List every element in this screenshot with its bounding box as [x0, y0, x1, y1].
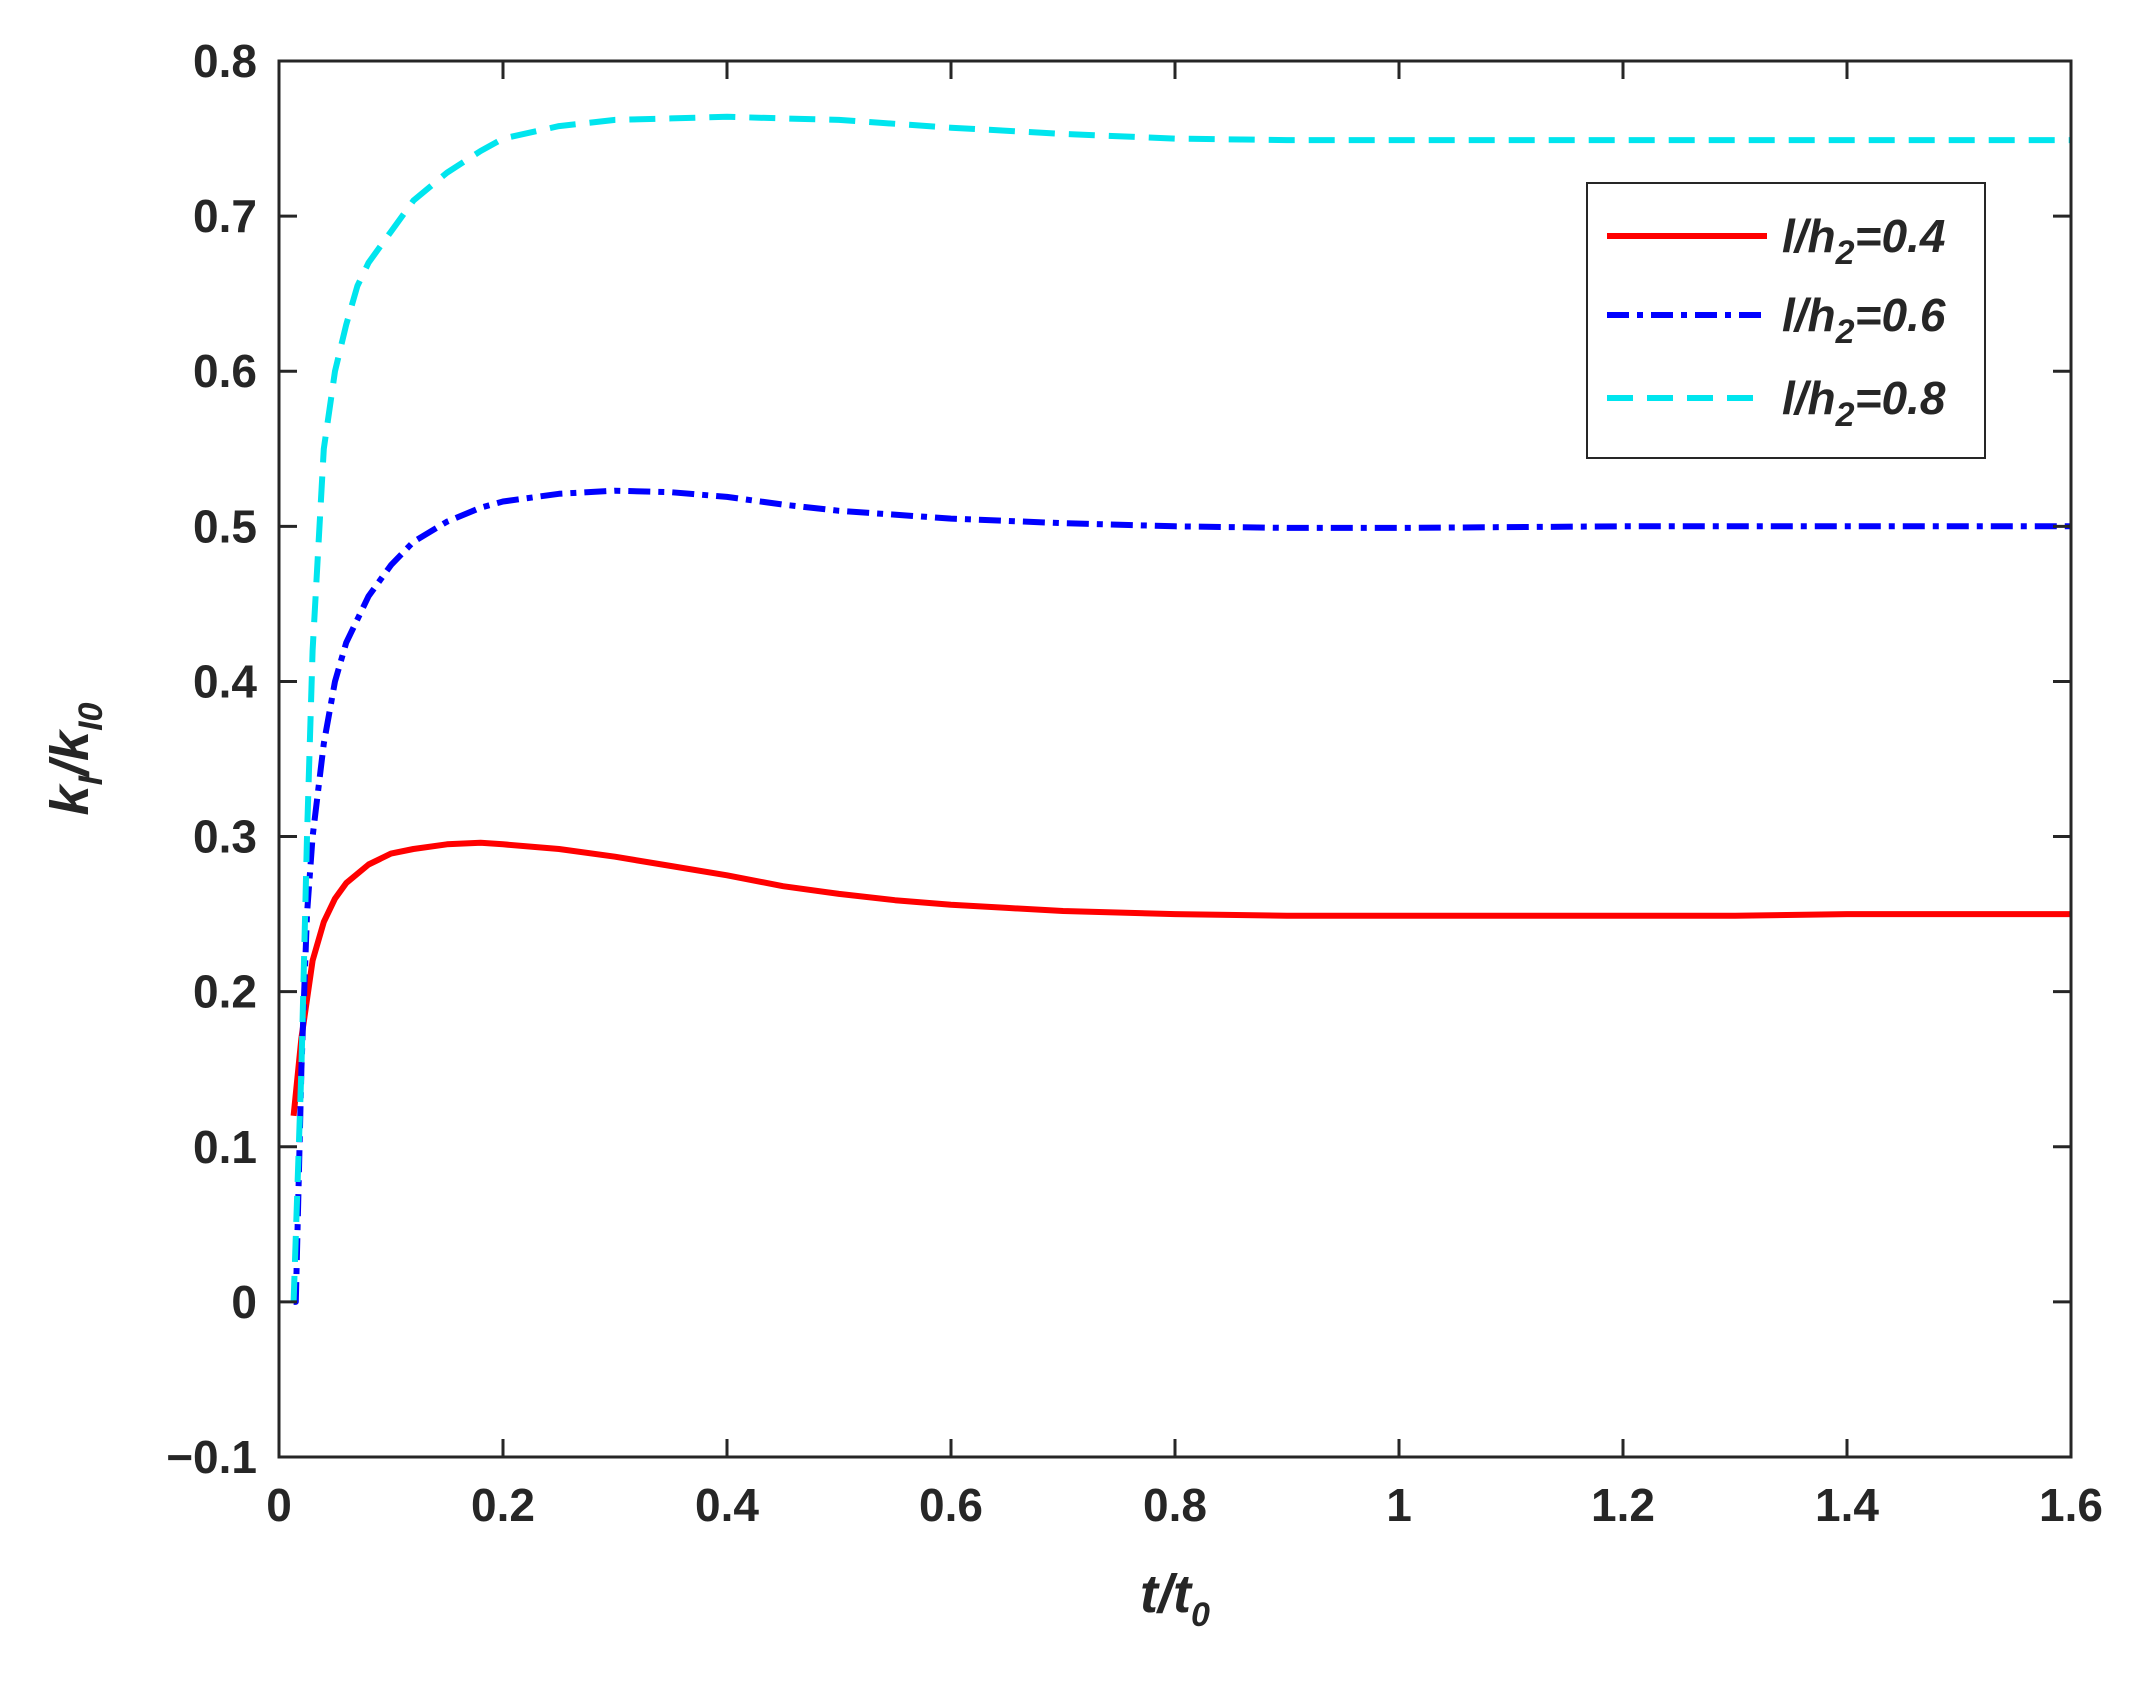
x-axis-title-base: t/t: [1140, 1564, 1193, 1624]
series-line-3: [290, 113, 2071, 1303]
x-tick-label: 1.4: [1815, 1479, 1879, 1531]
x-tick-label: 1.6: [2039, 1479, 2103, 1531]
y-tick-label: 0.7: [193, 190, 257, 242]
y-tick-label: 0.8: [193, 35, 257, 87]
x-tick-label: 0.2: [471, 1479, 535, 1531]
x-tick-label: 0.4: [695, 1479, 759, 1531]
legend-label-series-1: l/h2=0.4: [1782, 210, 1945, 272]
y-tick-label: −0.1: [166, 1431, 257, 1483]
y-tick-label: 0.3: [193, 811, 257, 863]
y-axis-title: kI/kI0: [40, 702, 110, 815]
series-layer: [290, 113, 2071, 1305]
y-axis-title-sub1: I: [72, 774, 110, 785]
series-line-1: [290, 839, 2071, 1117]
x-axis-title: t/t0: [1140, 1564, 1210, 1634]
legend-label-series-2: l/h2=0.6: [1782, 289, 1946, 351]
y-tick-label: 0.4: [193, 655, 257, 707]
legend-box: [1586, 182, 1986, 459]
x-tick-label: 0: [266, 1479, 292, 1531]
y-axis-title-base: k: [40, 782, 100, 815]
series-line-2: [292, 487, 2071, 1305]
y-axis-title-sub2: I0: [72, 702, 110, 730]
x-tick-label: 0.6: [919, 1479, 983, 1531]
y-tick-label: 0: [231, 1276, 257, 1328]
y-tick-label: 0.5: [193, 500, 257, 552]
y-tick-label: 0.1: [193, 1121, 257, 1173]
ticks-layer: 0 0.2 0.4 0.6 0.8 1 1.2 1.4 1.6−0.100.10.20.30.4…: [166, 35, 2103, 1531]
y-tick-label: 0.6: [193, 345, 257, 397]
x-tick-label: 1.2: [1591, 1479, 1655, 1531]
x-tick-label: 0.8: [1143, 1479, 1207, 1531]
x-axis-title-sub: 0: [1191, 1596, 1210, 1634]
legend: l/h2=0.4 l/h2=0.6 l/h2=0.8: [1586, 182, 1986, 459]
y-axis-title-mid: /k: [40, 728, 100, 778]
x-tick-label: 1: [1386, 1479, 1412, 1531]
y-tick-label: 0.2: [193, 966, 257, 1018]
legend-label-series-3: l/h2=0.8: [1782, 372, 1946, 434]
